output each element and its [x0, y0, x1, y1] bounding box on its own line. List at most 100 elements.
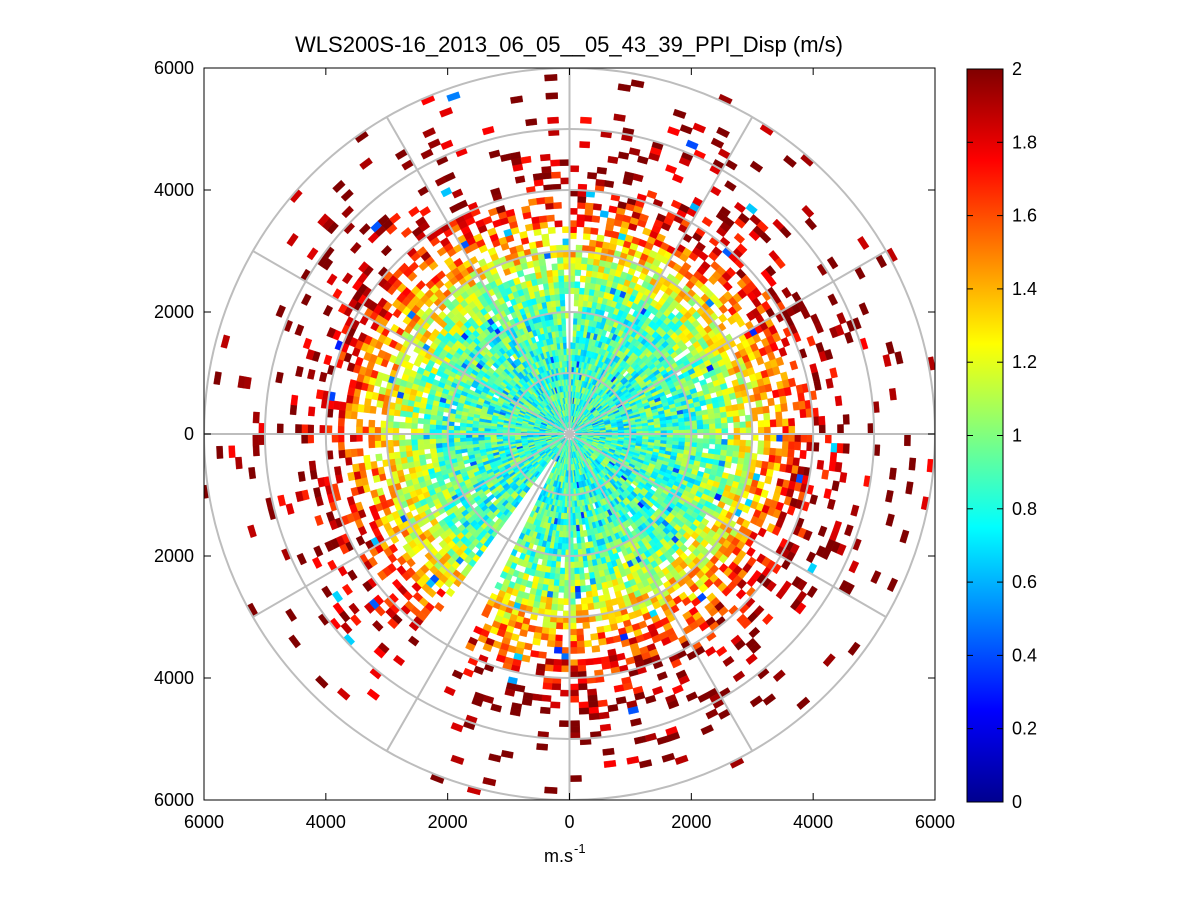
data-cell [787, 449, 795, 458]
data-cell [424, 453, 432, 460]
data-cell [573, 567, 580, 575]
data-cell [733, 232, 746, 244]
data-cell [749, 160, 764, 173]
data-cell [582, 232, 591, 241]
data-cell [763, 419, 771, 428]
data-cell [678, 421, 686, 427]
data-cell [585, 584, 592, 592]
data-cell [374, 426, 382, 435]
data-cell [335, 474, 344, 484]
data-cell [453, 425, 461, 431]
data-cell [574, 573, 580, 581]
data-cell [583, 226, 592, 235]
data-cell [362, 426, 369, 435]
data-cell [756, 406, 764, 415]
data-cell [345, 456, 353, 466]
data-cell [374, 440, 382, 448]
data-cell [435, 447, 444, 453]
data-cell [781, 441, 789, 450]
data-cell [356, 448, 364, 457]
data-cell [797, 392, 806, 402]
data-cell [569, 720, 580, 728]
data-cell [681, 261, 692, 272]
data-cell [725, 405, 733, 413]
data-cell [727, 439, 735, 446]
data-cell [607, 155, 619, 164]
data-cell [579, 141, 591, 149]
data-cell [459, 437, 467, 442]
data-cell [465, 437, 473, 442]
data-cell [569, 775, 582, 782]
data-cell [648, 427, 655, 432]
data-cell [587, 694, 598, 702]
data-cell [766, 276, 777, 288]
data-cell [904, 433, 911, 447]
data-cell [721, 422, 729, 429]
data-cell [569, 232, 577, 240]
data-cell [763, 440, 771, 449]
data-cell [547, 633, 556, 642]
data-cell [576, 640, 585, 648]
data-cell [585, 590, 593, 599]
data-cell [606, 217, 616, 226]
data-cell [732, 445, 740, 453]
data-cell [577, 683, 588, 691]
data-cell [562, 525, 567, 532]
data-cell [764, 475, 773, 485]
data-cell [598, 637, 607, 646]
data-cell [410, 422, 418, 429]
data-cell [764, 426, 771, 435]
data-cell [582, 621, 591, 629]
data-cell [545, 596, 553, 605]
data-cell [540, 633, 549, 641]
data-cell [337, 441, 345, 451]
data-cell [783, 386, 792, 397]
data-cell [696, 438, 704, 444]
data-cell [569, 726, 581, 734]
data-cell [590, 633, 599, 641]
data-cell [660, 436, 668, 442]
data-cell [344, 410, 352, 419]
data-cell [799, 408, 807, 419]
data-cell [779, 395, 787, 405]
data-cell [837, 424, 844, 435]
data-cell [406, 455, 414, 463]
data-cell [572, 324, 578, 331]
data-cell [590, 227, 599, 235]
data-cell [556, 604, 564, 612]
data-cell [579, 579, 586, 587]
data-cell [788, 425, 796, 435]
data-cell [368, 426, 375, 435]
data-cell [490, 436, 497, 440]
data-cell [573, 317, 578, 325]
data-cell [435, 419, 443, 426]
data-cell [576, 634, 585, 642]
data-cell [544, 664, 554, 672]
data-cell [702, 423, 710, 430]
data-cell [764, 433, 771, 442]
data-cell [678, 437, 686, 443]
data-cell [423, 418, 431, 425]
data-cell [301, 433, 308, 444]
data-cell [584, 658, 594, 666]
data-cell [788, 433, 796, 443]
data-cell [738, 451, 746, 459]
data-cell [646, 190, 658, 200]
data-cell [537, 651, 547, 659]
data-cell [550, 701, 561, 709]
data-cell [252, 411, 260, 424]
data-cell [757, 420, 765, 428]
data-cell [551, 597, 559, 605]
data-cell [780, 403, 788, 412]
data-cell [569, 220, 578, 227]
data-cell [695, 241, 706, 252]
data-cell [394, 457, 402, 465]
data-cell [374, 433, 382, 442]
data-cell [368, 419, 376, 428]
data-cell [666, 426, 674, 431]
data-cell [562, 531, 567, 538]
data-cell [349, 433, 357, 442]
data-cell [337, 425, 345, 435]
data-cell [465, 426, 473, 431]
data-cell [555, 622, 564, 630]
